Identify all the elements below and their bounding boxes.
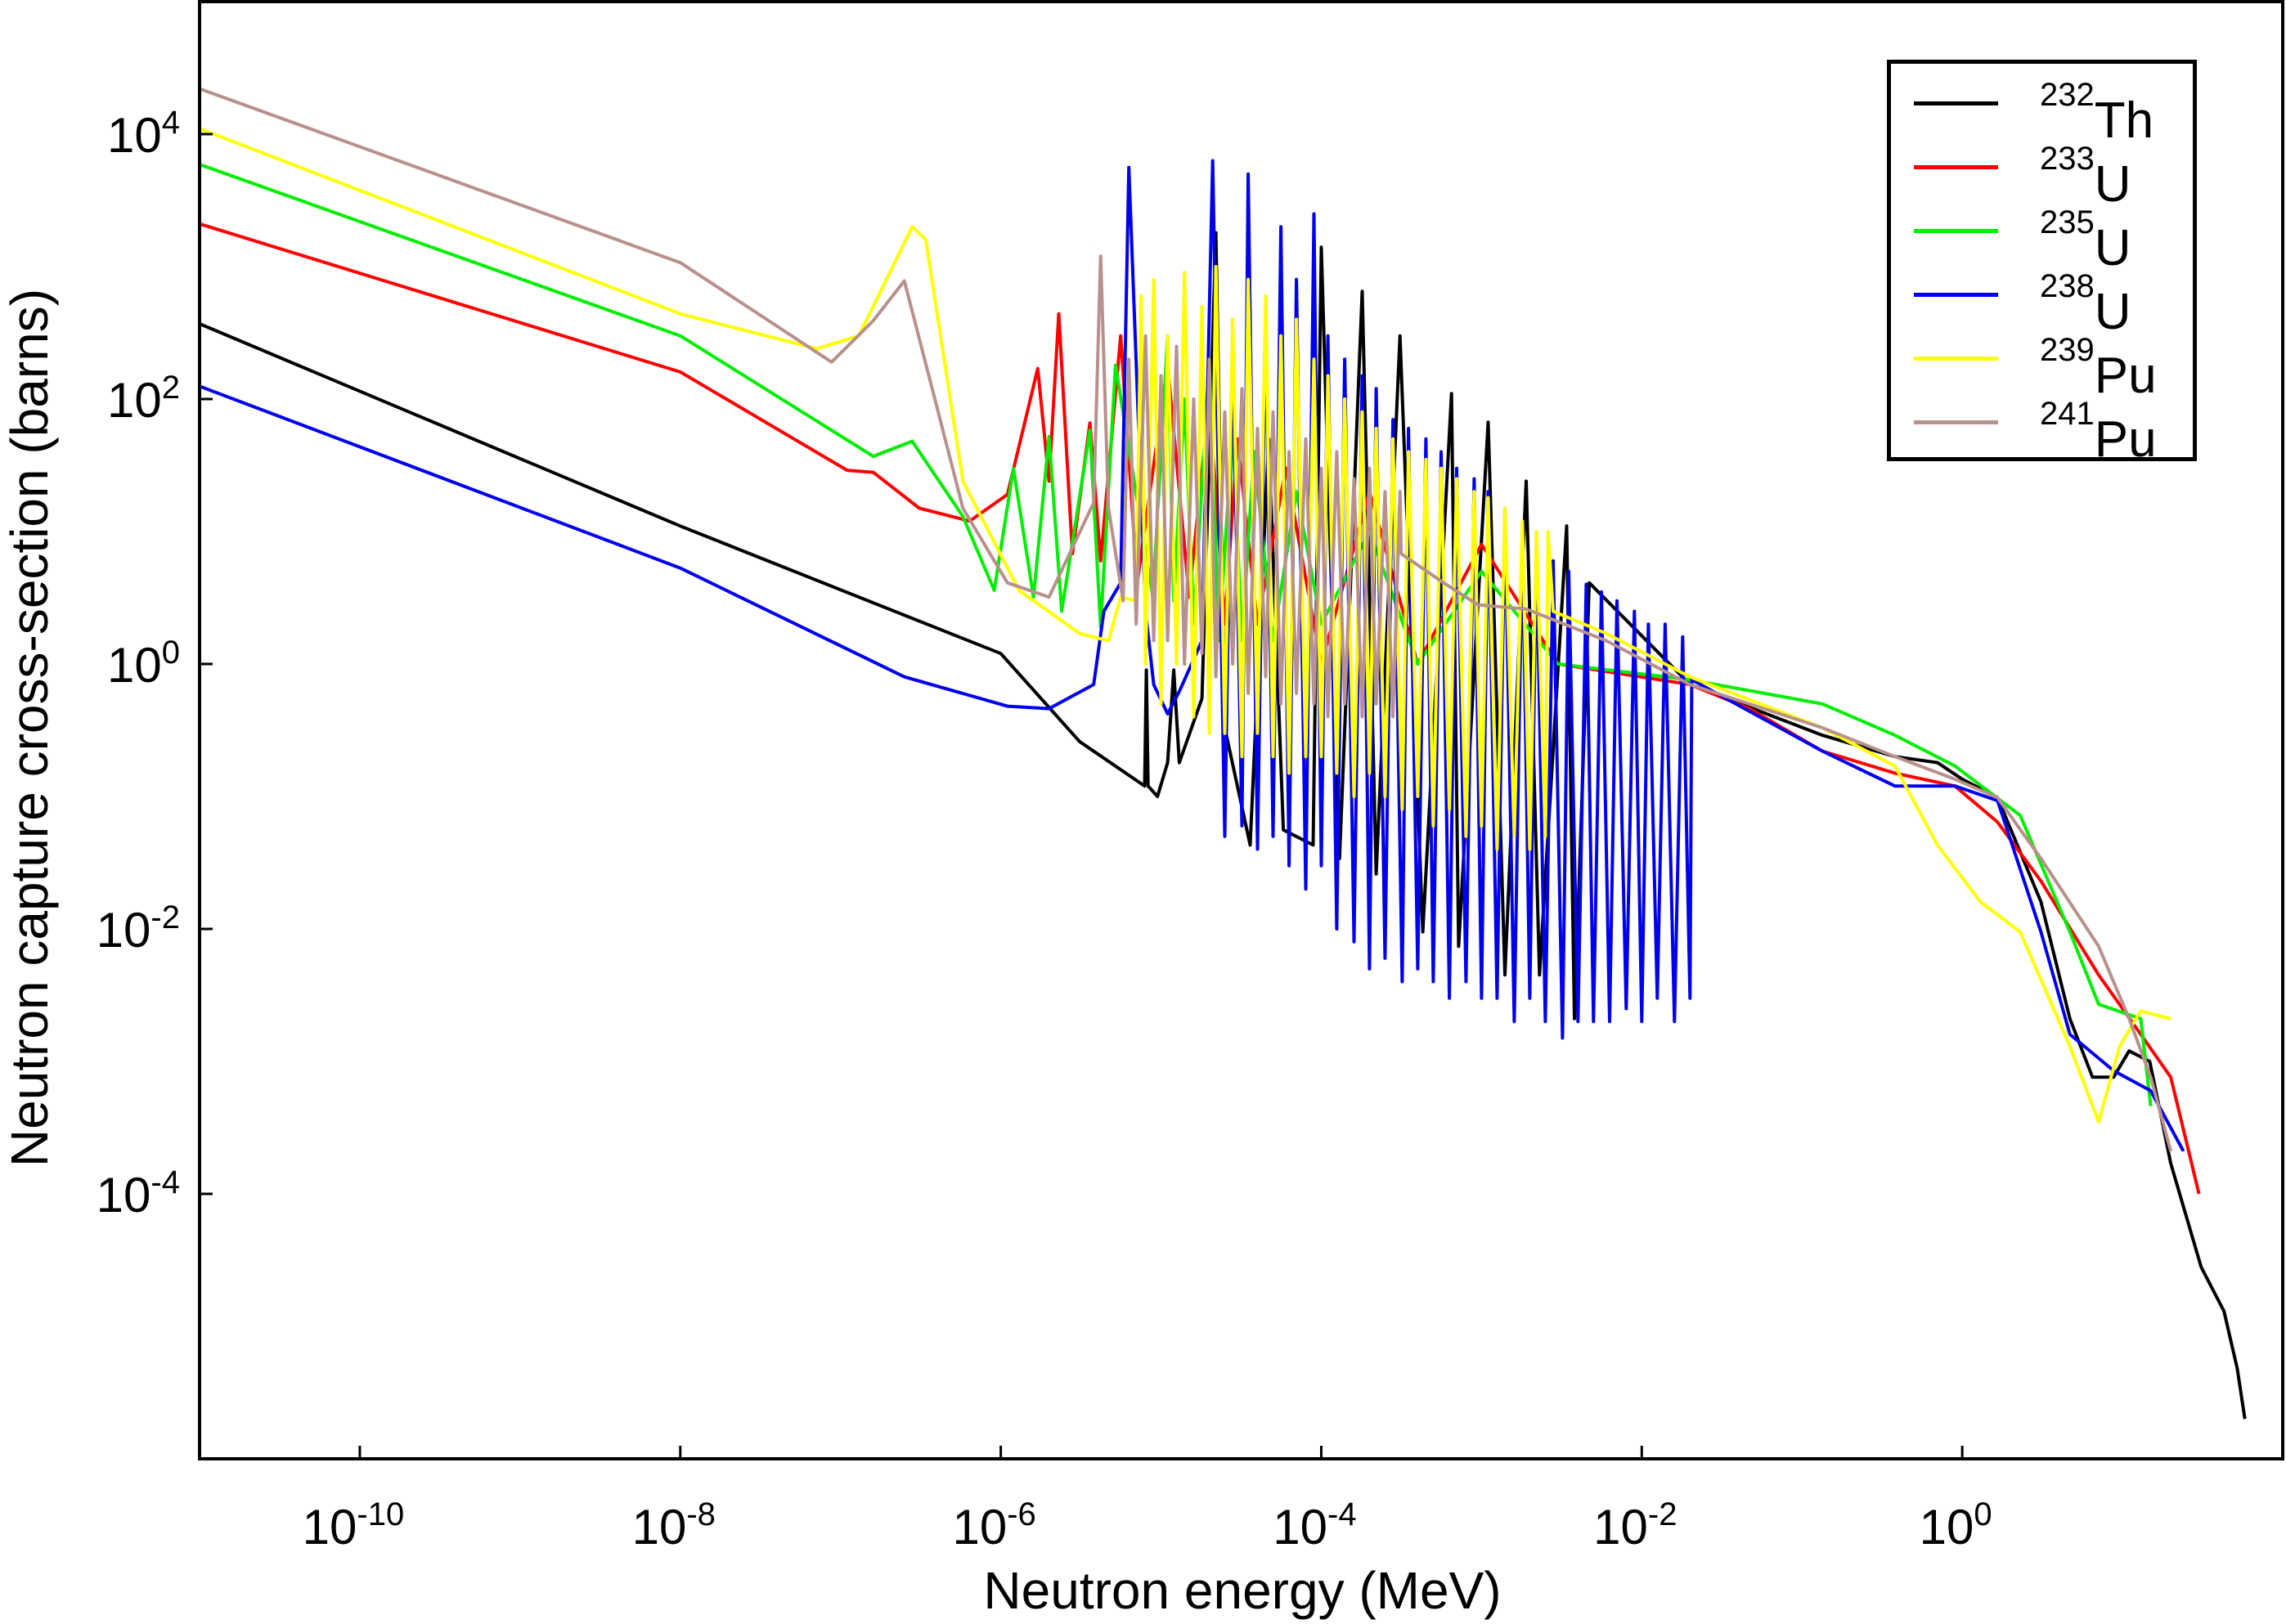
legend-mass: 232: [2040, 77, 2095, 113]
y-tick-label: 100: [107, 635, 180, 693]
x-tick-label: 10-4: [1273, 1496, 1357, 1554]
y-tick-label: 10-2: [96, 899, 180, 958]
y-axis-label: Neutron capture cross-section (barns): [0, 288, 59, 1168]
legend-item-pu241: 241Pu: [1891, 391, 2193, 468]
series-layer: [199, 87, 2247, 1420]
legend-item-u233: 233U: [1891, 136, 2193, 213]
x-tick-label: 10-10: [302, 1496, 405, 1554]
legend-symbol: U: [2094, 220, 2131, 276]
legend-mass: 233: [2040, 141, 2095, 177]
legend-swatch: [1914, 357, 1998, 361]
legend-mass: 238: [2040, 268, 2095, 304]
legend-symbol: Pu: [2094, 411, 2157, 468]
legend-mass: 241: [2040, 396, 2095, 432]
legend-swatch: [1914, 101, 1998, 105]
series-line-235u: [199, 163, 2153, 1106]
legend-item-u238: 238U: [1891, 263, 2193, 340]
legend-symbol: Th: [2094, 92, 2154, 149]
legend-swatch: [1914, 420, 1998, 424]
legend-swatch: [1914, 229, 1998, 233]
y-tick-label: 104: [107, 105, 180, 163]
legend-item-pu239: 239Pu: [1891, 327, 2193, 404]
legend-mass: 239: [2040, 332, 2095, 368]
legend-item-th232: 232Th: [1891, 72, 2193, 149]
series-line-241pu: [199, 87, 2173, 1152]
x-tick-label: 100: [1919, 1496, 1992, 1554]
legend: 232Th 233U 235U 238U 239Pu 241Pu: [1887, 60, 2197, 468]
x-axis-label: Neutron energy (MeV): [983, 1561, 1502, 1620]
x-tick-label: 10-6: [952, 1496, 1036, 1554]
legend-mass: 235: [2040, 204, 2095, 240]
legend-symbol: U: [2094, 284, 2131, 340]
y-tick-label: 102: [107, 370, 180, 428]
legend-item-u235: 235U: [1891, 200, 2193, 276]
legend-swatch: [1914, 165, 1998, 169]
plot-frame: [198, 0, 2284, 1460]
x-tick-label: 10-2: [1593, 1496, 1677, 1554]
legend-swatch: [1914, 293, 1998, 297]
legend-symbol: U: [2094, 156, 2131, 213]
legend-symbol: Pu: [2094, 348, 2157, 404]
y-tick-label: 10-4: [96, 1164, 180, 1222]
x-tick-label: 10-8: [631, 1496, 716, 1554]
tick-layer: [200, 132, 1964, 1459]
